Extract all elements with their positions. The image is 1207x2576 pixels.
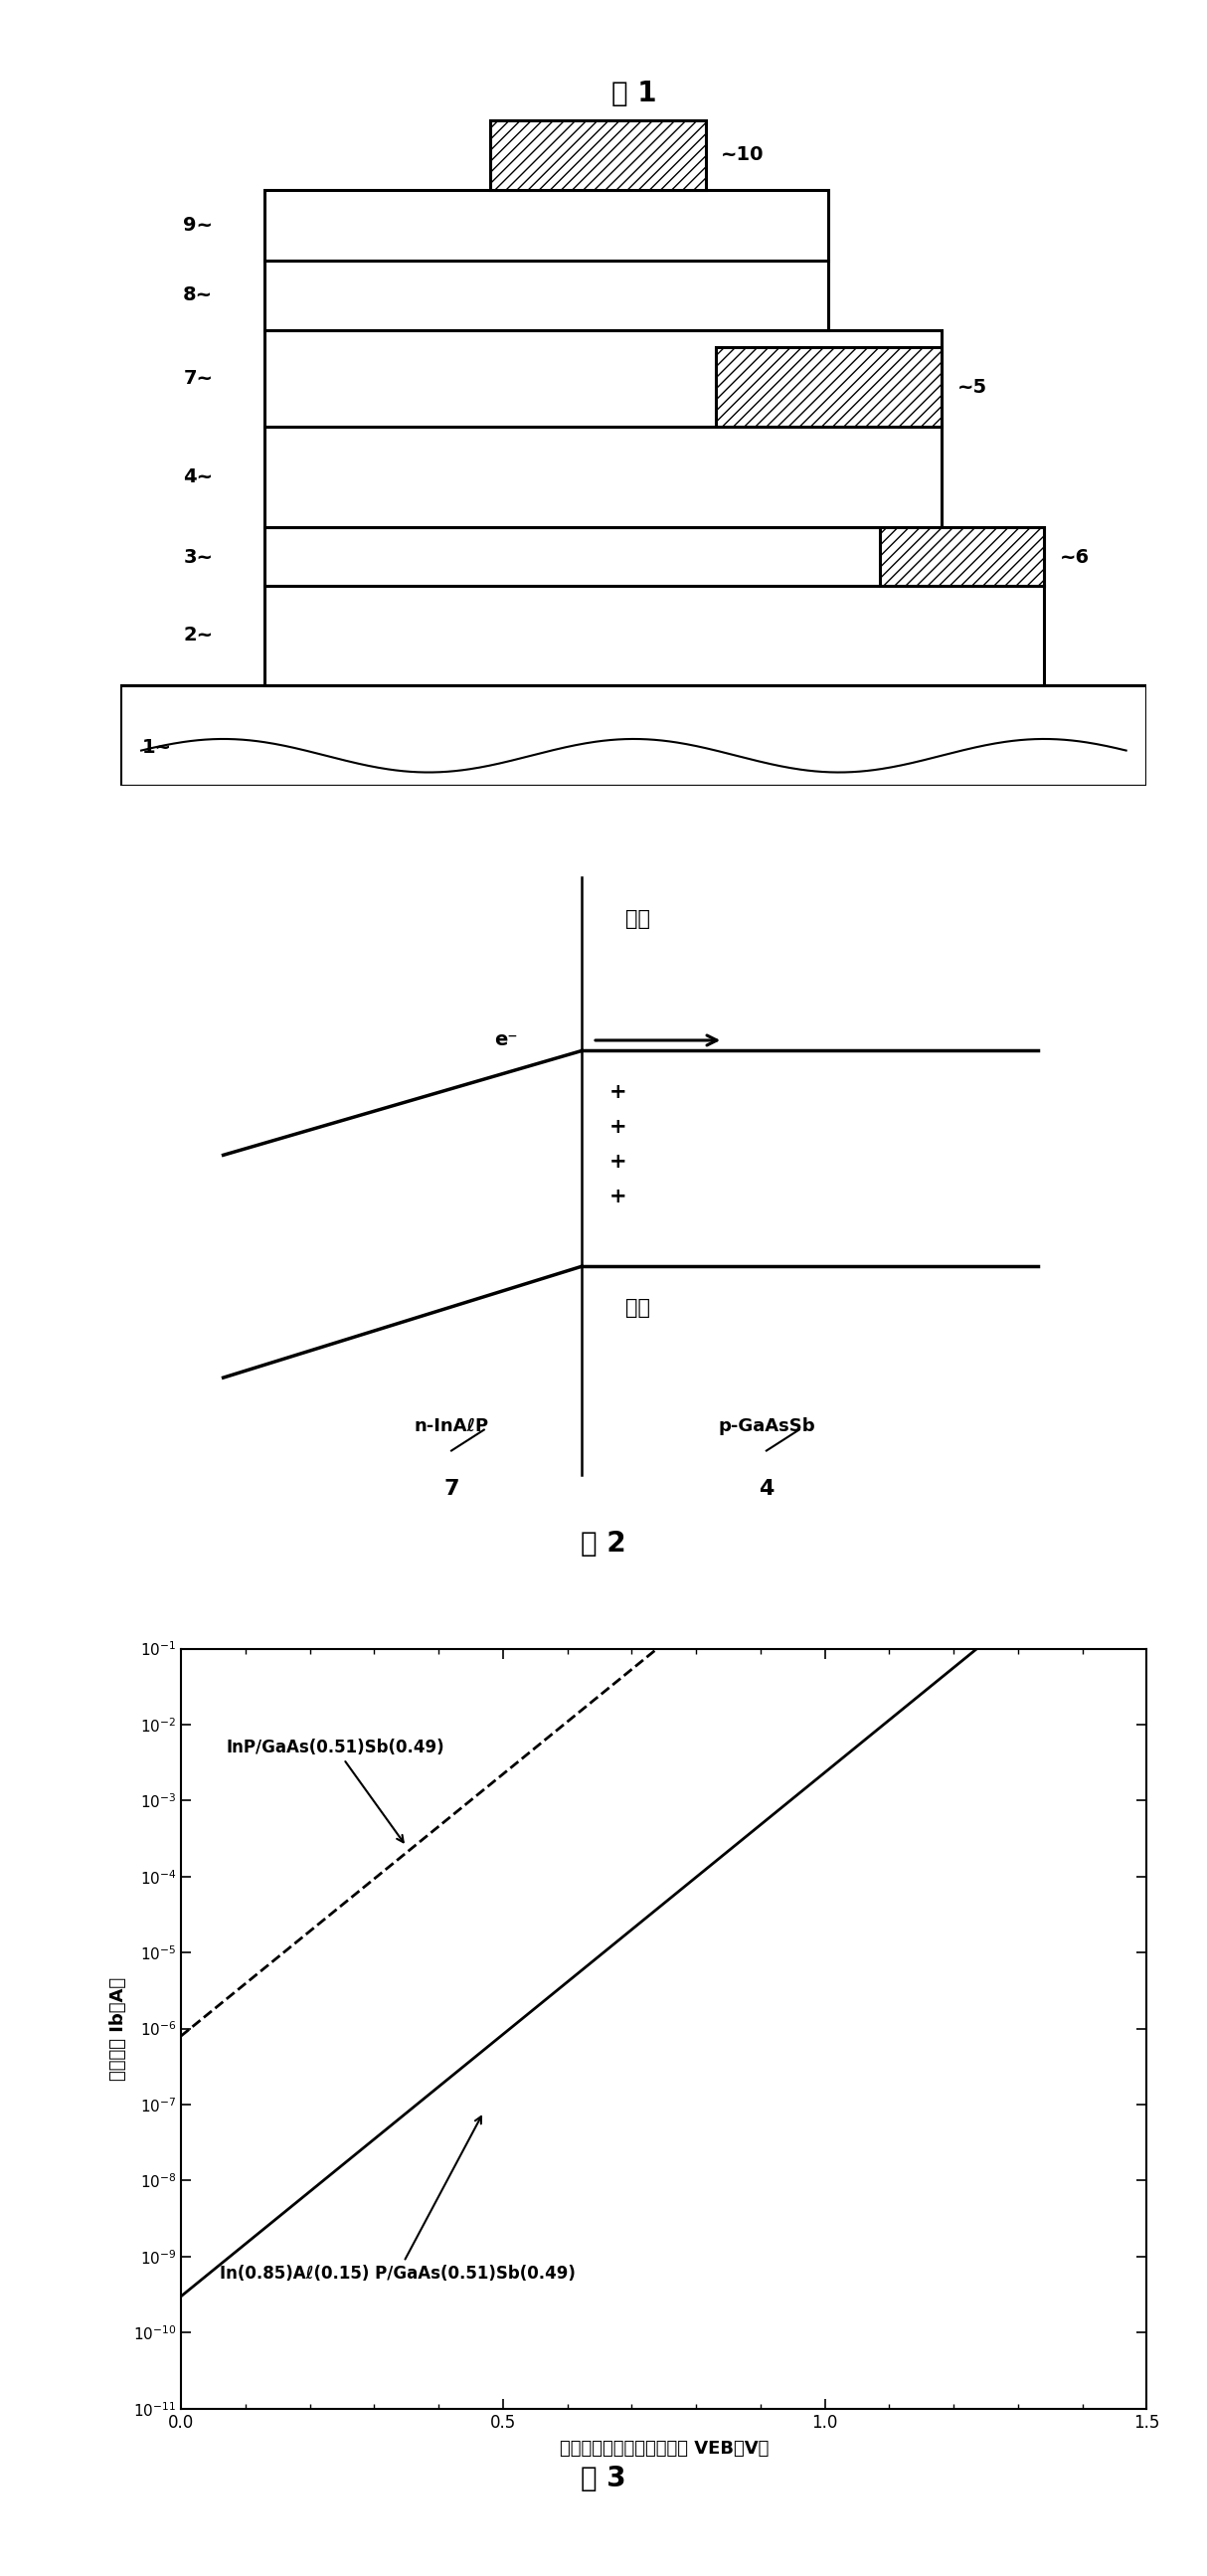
Text: 图 1: 图 1 [611, 80, 657, 108]
Text: +: + [610, 1118, 626, 1136]
Bar [264, 428, 941, 528]
Text: 价带: 价带 [625, 1298, 651, 1319]
Text: ~6: ~6 [1060, 549, 1090, 567]
X-axis label: 发射极到基极所施加的电压 VEB（V）: 发射极到基极所施加的电压 VEB（V） [559, 2439, 769, 2458]
Text: 8~: 8~ [183, 286, 212, 304]
Text: 7: 7 [444, 1479, 459, 1499]
Text: 7~: 7~ [183, 368, 212, 389]
Text: 图 2: 图 2 [581, 1530, 626, 1556]
Text: +: + [610, 1151, 626, 1172]
Text: e⁻: e⁻ [494, 1030, 518, 1051]
Bar [490, 121, 705, 191]
Bar [264, 260, 828, 330]
Text: In(0.85)Aℓ(0.15) P/GaAs(0.51)Sb(0.49): In(0.85)Aℓ(0.15) P/GaAs(0.51)Sb(0.49) [220, 2117, 576, 2282]
Text: 4~: 4~ [183, 469, 212, 487]
Text: 导带: 导带 [625, 909, 651, 927]
Text: ~10: ~10 [721, 144, 764, 165]
Text: n-InAℓP: n-InAℓP [414, 1417, 489, 1435]
Text: +: + [610, 1082, 626, 1103]
Bar [264, 528, 1044, 585]
Text: 9~: 9~ [183, 216, 212, 234]
Text: 图 3: 图 3 [581, 2465, 626, 2491]
Y-axis label: 基极电流 Ib（A）: 基极电流 Ib（A） [110, 1976, 128, 2081]
Text: 1~: 1~ [142, 737, 173, 757]
Text: p-GaAsSb: p-GaAsSb [718, 1417, 815, 1435]
Bar [264, 191, 828, 260]
Bar [880, 528, 1044, 585]
Text: ~5: ~5 [957, 379, 987, 397]
Text: 4: 4 [759, 1479, 774, 1499]
Text: InP/GaAs(0.51)Sb(0.49): InP/GaAs(0.51)Sb(0.49) [226, 1739, 444, 1842]
Bar [716, 348, 941, 428]
Bar [264, 585, 1044, 685]
Text: +: + [610, 1188, 626, 1206]
Bar [121, 685, 1147, 786]
Text: 3~: 3~ [183, 549, 212, 567]
Text: 2~: 2~ [183, 626, 212, 644]
Bar [264, 330, 941, 428]
